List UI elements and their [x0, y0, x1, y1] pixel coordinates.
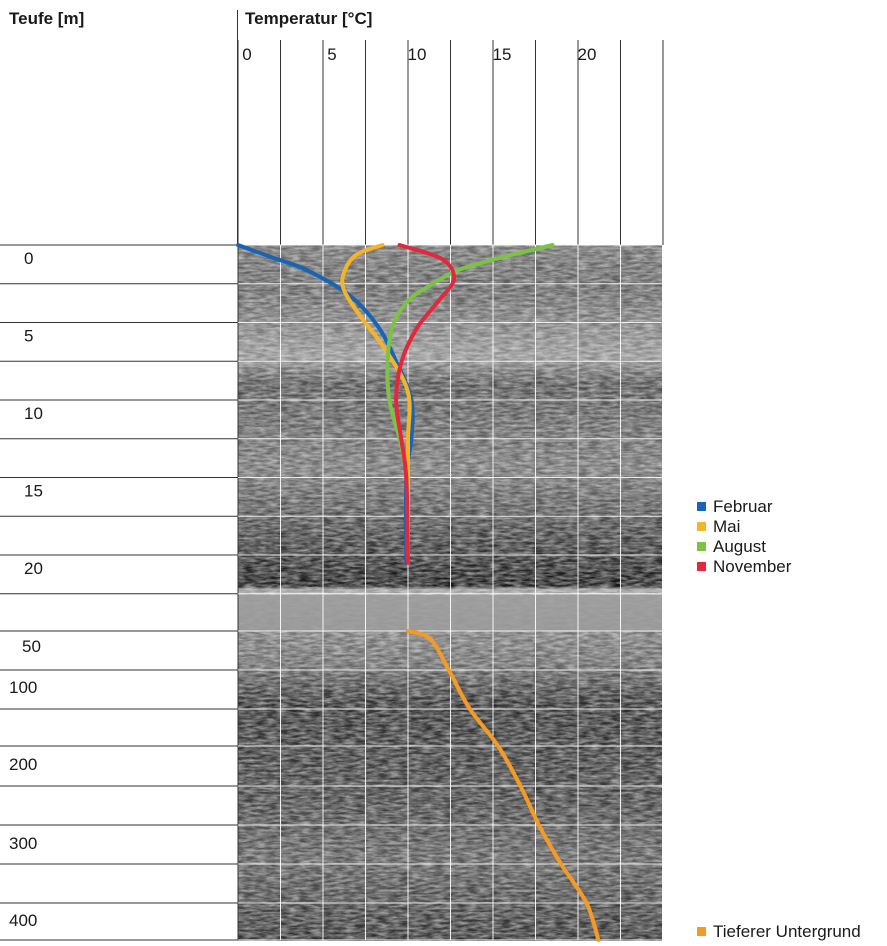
legend-label: Februar — [713, 497, 773, 516]
legend-swatch — [697, 562, 706, 571]
depth-tick-label: 50 — [22, 637, 41, 656]
legend-swatch — [697, 522, 706, 531]
depth-tick-label: 200 — [9, 755, 37, 774]
x-tick-label: 20 — [578, 45, 597, 64]
depth-tick-label: 100 — [9, 678, 37, 697]
legend-label: November — [713, 557, 792, 576]
legend-swatch — [697, 542, 706, 551]
legend-swatch — [697, 502, 706, 511]
legend-label: Mai — [713, 517, 740, 536]
series-line-november — [394, 243, 456, 565]
depth-tick-label: 10 — [24, 404, 43, 423]
legend-label: August — [713, 537, 766, 556]
series-line-tieferer-untergrund — [406, 629, 601, 942]
x-axis-title: Temperatur [°C] — [245, 9, 372, 28]
depth-tick-label: 15 — [24, 482, 43, 501]
depth-tick-label: 400 — [9, 911, 37, 930]
x-tick-label: 5 — [327, 45, 336, 64]
grid — [0, 40, 664, 941]
curves — [236, 243, 601, 942]
legend-swatch — [697, 927, 706, 936]
x-tick-label: 10 — [408, 45, 427, 64]
series-line-mai — [340, 243, 412, 565]
depth-tick-label: 5 — [24, 327, 33, 346]
legend-label: Tieferer Untergrund — [713, 922, 861, 941]
x-tick-label: 15 — [493, 45, 512, 64]
depth-tick-label: 20 — [24, 559, 43, 578]
depth-tick-label: 0 — [24, 249, 33, 268]
depth-tick-label: 300 — [9, 834, 37, 853]
x-tick-label: 0 — [242, 45, 251, 64]
y-axis-title: Teufe [m] — [9, 9, 84, 28]
